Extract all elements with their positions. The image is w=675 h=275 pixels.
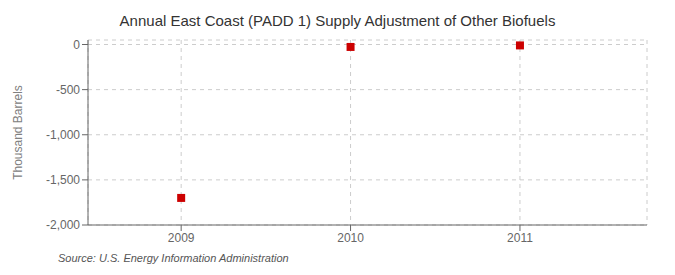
svg-text:-1,000: -1,000 bbox=[46, 128, 80, 142]
svg-text:2010: 2010 bbox=[337, 231, 364, 245]
svg-text:-1,500: -1,500 bbox=[46, 173, 80, 187]
html-text:Source: U.S. Energy Informatio: Source: U.S. Energy Information Administ… bbox=[58, 252, 289, 264]
svg-text:Thousand Barrels: Thousand Barrels bbox=[11, 85, 25, 180]
html-text:Annual East Coast (PADD 1) Sup: Annual East Coast (PADD 1) Supply Adjust… bbox=[119, 12, 556, 29]
svg-text:2011: 2011 bbox=[507, 231, 533, 245]
svg-text:-500: -500 bbox=[56, 83, 80, 97]
svg-text:2009: 2009 bbox=[168, 231, 195, 245]
svg-text:-2,000: -2,000 bbox=[46, 218, 80, 232]
svg-text:0: 0 bbox=[73, 38, 80, 52]
